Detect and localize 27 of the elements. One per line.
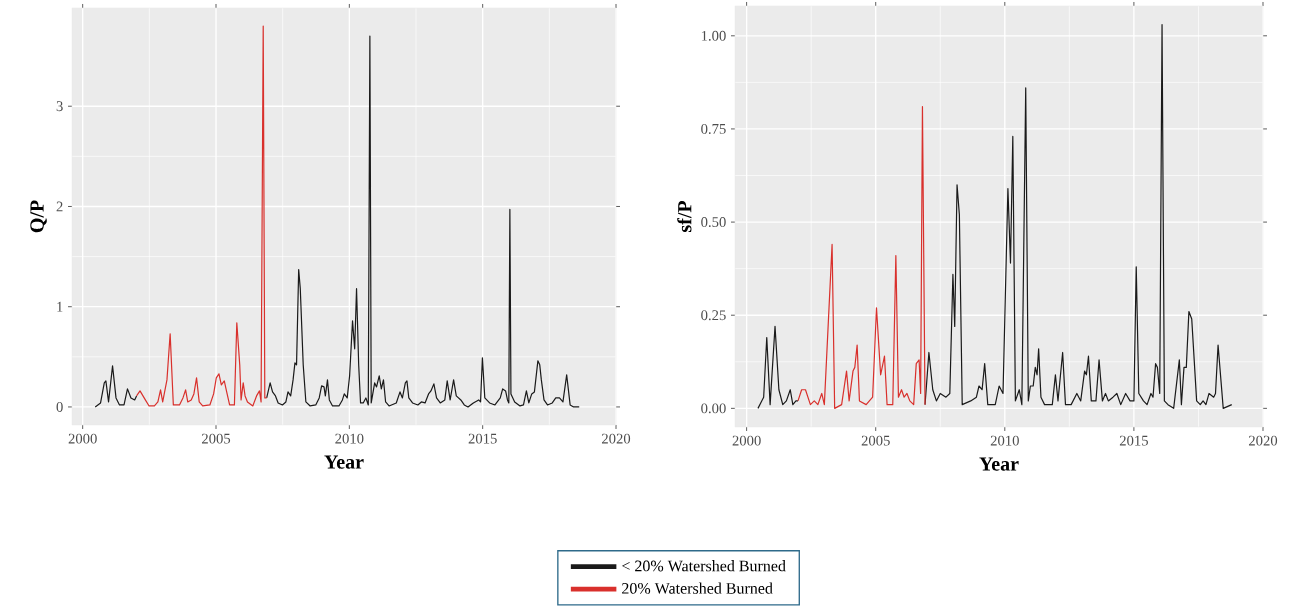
x-tick-label: 2015: [1119, 435, 1148, 446]
x-axis-title: Year: [324, 455, 364, 469]
legend-label: < 20% Watershed Burned: [622, 560, 786, 572]
x-axis-title: Year: [979, 457, 1019, 471]
y-axis-title: Q/P: [30, 200, 47, 233]
line-series: [797, 105, 926, 409]
x-tick-label: 2005: [201, 433, 231, 444]
y-tick-label: 2: [56, 201, 63, 212]
line-series: [135, 25, 268, 407]
y-tick-label: 0.00: [701, 403, 726, 414]
y-tick-label: 0.75: [701, 123, 726, 134]
y-tick-label: 0: [56, 402, 63, 412]
x-tick-label: 2015: [468, 433, 497, 444]
x-tick-label: 2010: [335, 433, 364, 444]
y-tick-label: 3: [56, 101, 63, 112]
y-tick-label: 0.25: [701, 310, 726, 321]
y-tick-label: 1: [57, 301, 63, 312]
x-tick-label: 2020: [601, 433, 631, 444]
y-axis-title: sf/P: [677, 200, 692, 232]
y-tick-label: 1.00: [701, 30, 726, 41]
x-tick-label: 2000: [68, 433, 97, 444]
legend-label: 20% Watershed Burned: [622, 582, 773, 594]
x-tick-label: 2005: [861, 435, 890, 446]
x-tick-label: 2010: [990, 435, 1019, 446]
x-tick-label: 2000: [732, 435, 761, 446]
y-tick-label: 0.50: [701, 217, 726, 228]
x-tick-label: 2020: [1248, 435, 1278, 446]
